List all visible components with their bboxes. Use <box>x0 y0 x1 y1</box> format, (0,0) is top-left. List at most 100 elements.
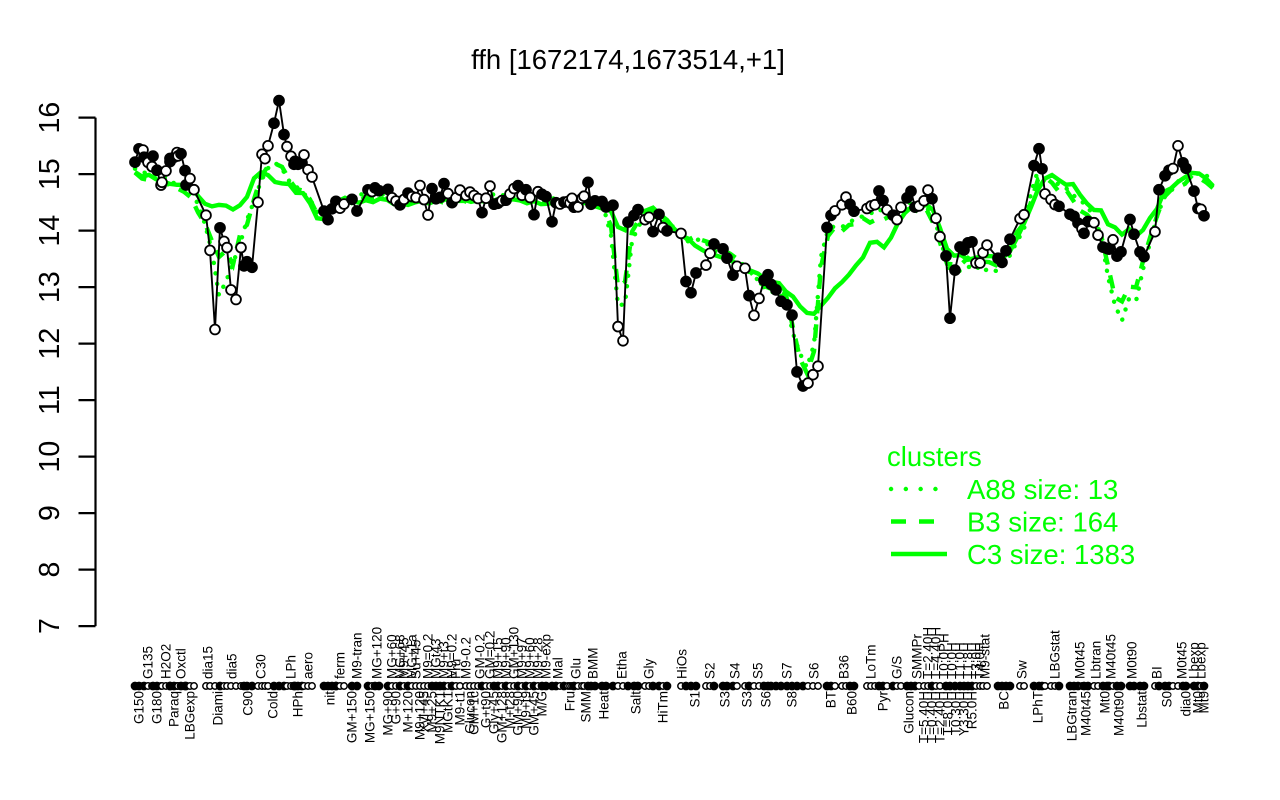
svg-text:10: 10 <box>34 441 66 473</box>
svg-text:Mt9: Mt9 <box>1197 691 1212 714</box>
svg-text:GM+45: GM+45 <box>527 691 542 736</box>
svg-text:HiOs: HiOs <box>675 649 690 679</box>
svg-text:M9+97: M9+97 <box>515 637 530 679</box>
svg-text:Mt0: Mt0 <box>1098 691 1113 714</box>
svg-text:MG+60: MG+60 <box>385 634 400 679</box>
svg-text:T=8.0H: T=8.0H <box>941 691 956 736</box>
svg-text:BT: BT <box>824 691 839 708</box>
svg-text:M9+25: M9+25 <box>425 691 440 733</box>
svg-text:MG+1a: MG+1a <box>405 634 420 679</box>
svg-text:HiTm: HiTm <box>656 691 671 723</box>
svg-text:G+90: G+90 <box>389 691 404 724</box>
svg-text:T3:0H: T3:0H <box>969 642 984 679</box>
svg-text:16: 16 <box>34 102 66 134</box>
svg-text:SMM: SMM <box>579 691 594 723</box>
svg-text:S7: S7 <box>780 662 795 679</box>
svg-text:MG+120: MG+120 <box>370 627 385 679</box>
svg-text:15: 15 <box>34 158 66 190</box>
svg-text:M9+45: M9+45 <box>397 637 412 679</box>
svg-text:T0:0H: T0:0H <box>945 642 960 679</box>
svg-text:M+120: M+120 <box>401 691 416 733</box>
svg-text:M9+t9: M9+t9 <box>519 691 534 729</box>
svg-text:GM+130: GM+130 <box>507 627 522 679</box>
svg-text:M9+60: M9+60 <box>523 637 538 679</box>
svg-text:M9+15: M9+15 <box>491 637 506 679</box>
svg-text:B3 size: 164: B3 size: 164 <box>967 507 1118 538</box>
svg-text:M9=0.2: M9=0.2 <box>421 634 436 679</box>
svg-text:LBGtran: LBGtran <box>1065 691 1080 741</box>
svg-text:T=2.40H: T=2.40H <box>921 627 936 679</box>
svg-text:Y3.30H: Y3.30H <box>957 691 972 736</box>
svg-text:C3 size: 1383: C3 size: 1383 <box>967 539 1135 570</box>
svg-text:9: 9 <box>34 505 66 521</box>
svg-text:M+t28: M+t28 <box>503 691 518 729</box>
svg-text:Lbexp: Lbexp <box>1194 642 1209 679</box>
svg-text:M9=0.2: M9=0.2 <box>445 634 460 679</box>
svg-text:M9-exp: M9-exp <box>539 634 554 679</box>
svg-text:Heat: Heat <box>597 691 612 720</box>
svg-text:dia5: dia5 <box>225 653 240 679</box>
svg-text:GM+1c: GM+1c <box>467 691 482 735</box>
svg-text:M9+90: M9+90 <box>499 637 514 679</box>
svg-text:Fru: Fru <box>563 691 578 711</box>
svg-text:Lbstat: Lbstat <box>1135 691 1150 728</box>
svg-text:G150: G150 <box>132 691 147 724</box>
svg-text:T1:8H: T1:8H <box>961 642 976 679</box>
svg-text:BI: BI <box>1150 666 1165 679</box>
svg-text:Gly+45: Gly+45 <box>487 691 502 734</box>
svg-text:Salt: Salt <box>629 691 644 715</box>
svg-text:M40t45: M40t45 <box>1104 634 1119 679</box>
svg-text:C90: C90 <box>241 691 256 716</box>
svg-text:Sw: Sw <box>1015 660 1030 679</box>
svg-text:nit: nit <box>323 691 338 706</box>
svg-text:R5.0H: R5.0H <box>965 691 980 729</box>
svg-text:MG+90: MG+90 <box>381 691 396 736</box>
svg-text:LPhT: LPhT <box>1031 691 1046 723</box>
svg-text:S3: S3 <box>740 691 755 708</box>
svg-text:aero: aero <box>301 652 316 679</box>
svg-text:Gly: Gly <box>642 659 657 680</box>
svg-text:H2O2: H2O2 <box>159 644 174 679</box>
svg-text:M9-tran: M9-tran <box>350 632 365 679</box>
svg-text:BMM: BMM <box>586 648 601 680</box>
svg-text:Paraq: Paraq <box>167 691 182 727</box>
svg-text:M0t45: M0t45 <box>1073 641 1088 679</box>
svg-text:clusters: clusters <box>887 441 982 472</box>
svg-text:LPh: LPh <box>284 655 299 679</box>
svg-text:M9+t3: M9+t3 <box>437 641 452 679</box>
svg-text:S5: S5 <box>751 662 766 679</box>
svg-text:M9-t1: M9-t1 <box>453 691 468 726</box>
svg-text:dia0: dia0 <box>1179 691 1194 717</box>
svg-text:G180: G180 <box>150 691 165 724</box>
svg-text:SMMPr: SMMPr <box>910 634 925 680</box>
svg-text:LoTm: LoTm <box>864 644 879 679</box>
svg-text:M9+28: M9+28 <box>531 637 546 679</box>
svg-text:T=2.40H: T=2.40H <box>933 691 948 743</box>
svg-text:T0:0PH: T0:0PH <box>937 633 952 679</box>
svg-text:Diami: Diami <box>211 691 226 726</box>
svg-text:S6: S6 <box>807 662 822 679</box>
svg-text:HPh: HPh <box>291 691 306 717</box>
svg-text:G135: G135 <box>141 646 156 679</box>
svg-text:T0.30H: T0.30H <box>949 691 964 735</box>
svg-text:Mt0: Mt0 <box>1191 691 1206 714</box>
svg-text:MG+68: MG+68 <box>393 634 408 679</box>
svg-text:dia15: dia15 <box>201 646 216 679</box>
svg-text:T=0.40H: T=0.40H <box>925 691 940 743</box>
svg-text:GM+90: GM+90 <box>511 691 526 736</box>
svg-text:BC: BC <box>997 691 1012 710</box>
svg-text:Oxctl: Oxctl <box>174 648 189 679</box>
svg-text:14: 14 <box>34 215 66 247</box>
svg-text:GM-0.2: GM-0.2 <box>473 634 488 679</box>
svg-text:ferm: ferm <box>333 652 348 679</box>
svg-text:Lbexp: Lbexp <box>1187 642 1202 679</box>
svg-text:GM=0.2: GM=0.2 <box>483 631 498 679</box>
svg-text:A88 size: 13: A88 size: 13 <box>967 474 1118 505</box>
svg-text:T=5.40H: T=5.40H <box>917 691 932 743</box>
svg-text:Xyl+45: Xyl+45 <box>417 691 432 733</box>
svg-text:Lbtran: Lbtran <box>1089 641 1104 679</box>
svg-text:M40t90: M40t90 <box>1112 691 1127 736</box>
svg-text:S0: S0 <box>1160 691 1175 708</box>
svg-text:Glucon: Glucon <box>463 691 478 734</box>
svg-text:13: 13 <box>34 271 66 303</box>
